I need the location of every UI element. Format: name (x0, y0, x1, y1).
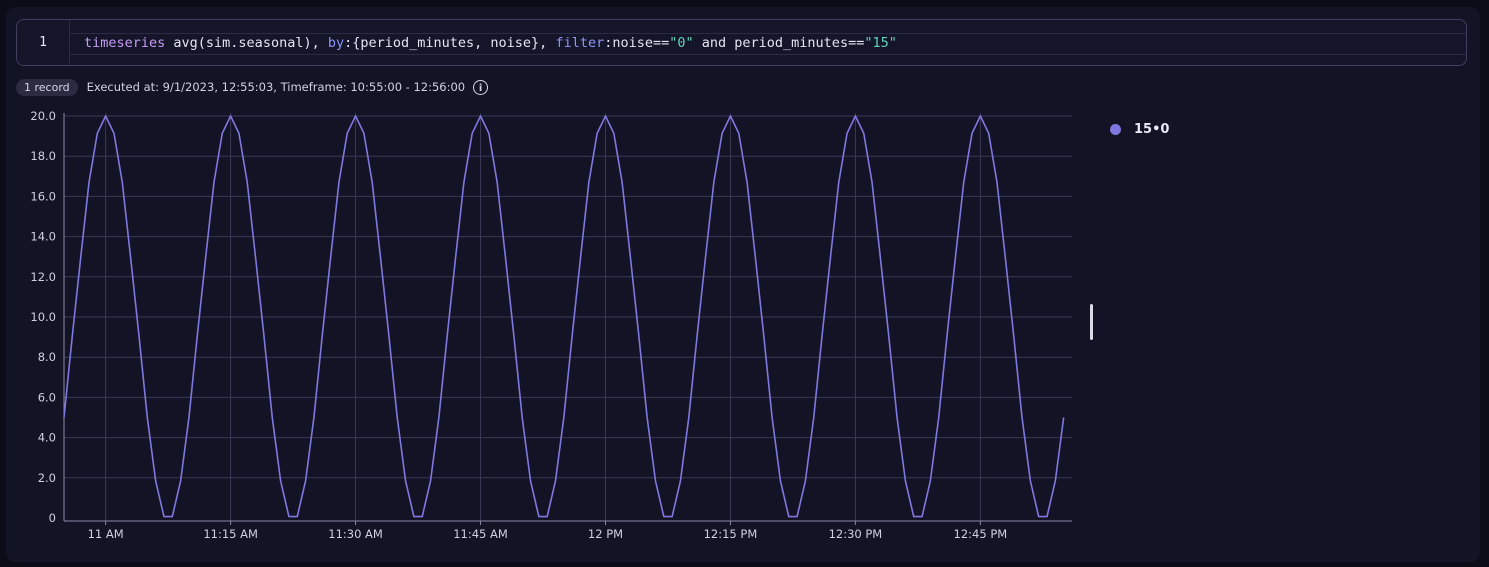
x-tick-label: 11:15 AM (203, 527, 258, 541)
x-tick-label: 11:30 AM (328, 527, 383, 541)
y-tick-label: 8.0 (38, 350, 56, 364)
legend-resize-handle[interactable] (1090, 304, 1093, 340)
y-tick-label: 16.0 (30, 189, 56, 203)
record-count-badge: 1 record (16, 78, 78, 96)
x-tick-label: 12:45 PM (954, 527, 1008, 541)
x-tick-label: 12:15 PM (704, 527, 758, 541)
y-tick-label: 6.0 (38, 390, 56, 404)
code-token-param: by (327, 35, 345, 51)
code-token-plain: :noise== (604, 35, 670, 51)
execution-info-text: Executed at: 9/1/2023, 12:55:03, Timefra… (86, 80, 466, 94)
legend-series-label: 15•0 (1134, 122, 1170, 137)
code-token-param: filter (555, 35, 605, 51)
x-tick-label: 12 PM (588, 527, 623, 541)
line-number: 1 (39, 35, 47, 50)
y-tick-label: 12.0 (30, 270, 56, 284)
chart-series (63, 115, 1065, 518)
chart-grid (64, 113, 1072, 521)
y-tick-label: 14.0 (30, 230, 56, 244)
series-line (63, 115, 1065, 518)
code-token-kw: timeseries (84, 35, 166, 51)
code-token-plain: and period_minutes== (693, 35, 865, 51)
y-tick-label: 10.0 (30, 310, 56, 324)
x-tick-label: 11:45 AM (453, 527, 508, 541)
notebook-panel (6, 7, 1480, 562)
line-gutter: 1 (17, 20, 70, 65)
y-tick-label: 2.0 (38, 471, 56, 485)
chart-axes: 0 2.0 4.0 6.0 8.0 10.0 12.0 14.0 16.0 18.0 20.0 11 … (30, 109, 1072, 541)
code-token-plain: :{period_minutes, noise}, (344, 35, 556, 51)
active-line-highlight (70, 33, 1466, 55)
query-editor[interactable]: 1 timeseries avg(sim.seasonal), by:{peri… (16, 19, 1467, 66)
x-tick-label: 12:30 PM (829, 527, 883, 541)
y-tick-label: 4.0 (38, 431, 56, 445)
result-status-bar: 1 record Executed at: 9/1/2023, 12:55:03… (16, 77, 489, 97)
code-token-plain: avg(sim.seasonal), (165, 35, 328, 51)
x-tick-label: 11 AM (88, 527, 124, 541)
info-icon[interactable]: i (473, 79, 489, 95)
code-token-str: "0" (669, 35, 694, 51)
legend-series-dot (1110, 124, 1121, 135)
y-tick-label: 20.0 (30, 109, 56, 123)
y-tick-label: 18.0 (30, 149, 56, 163)
chart-legend[interactable]: 15•0 (1110, 122, 1169, 137)
code-token-str: "15" (864, 35, 897, 51)
query-code-line[interactable]: timeseries avg(sim.seasonal), by:{period… (84, 35, 897, 51)
y-tick-label: 0 (49, 511, 56, 525)
